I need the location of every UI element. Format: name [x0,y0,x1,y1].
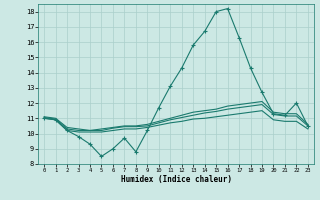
X-axis label: Humidex (Indice chaleur): Humidex (Indice chaleur) [121,175,231,184]
